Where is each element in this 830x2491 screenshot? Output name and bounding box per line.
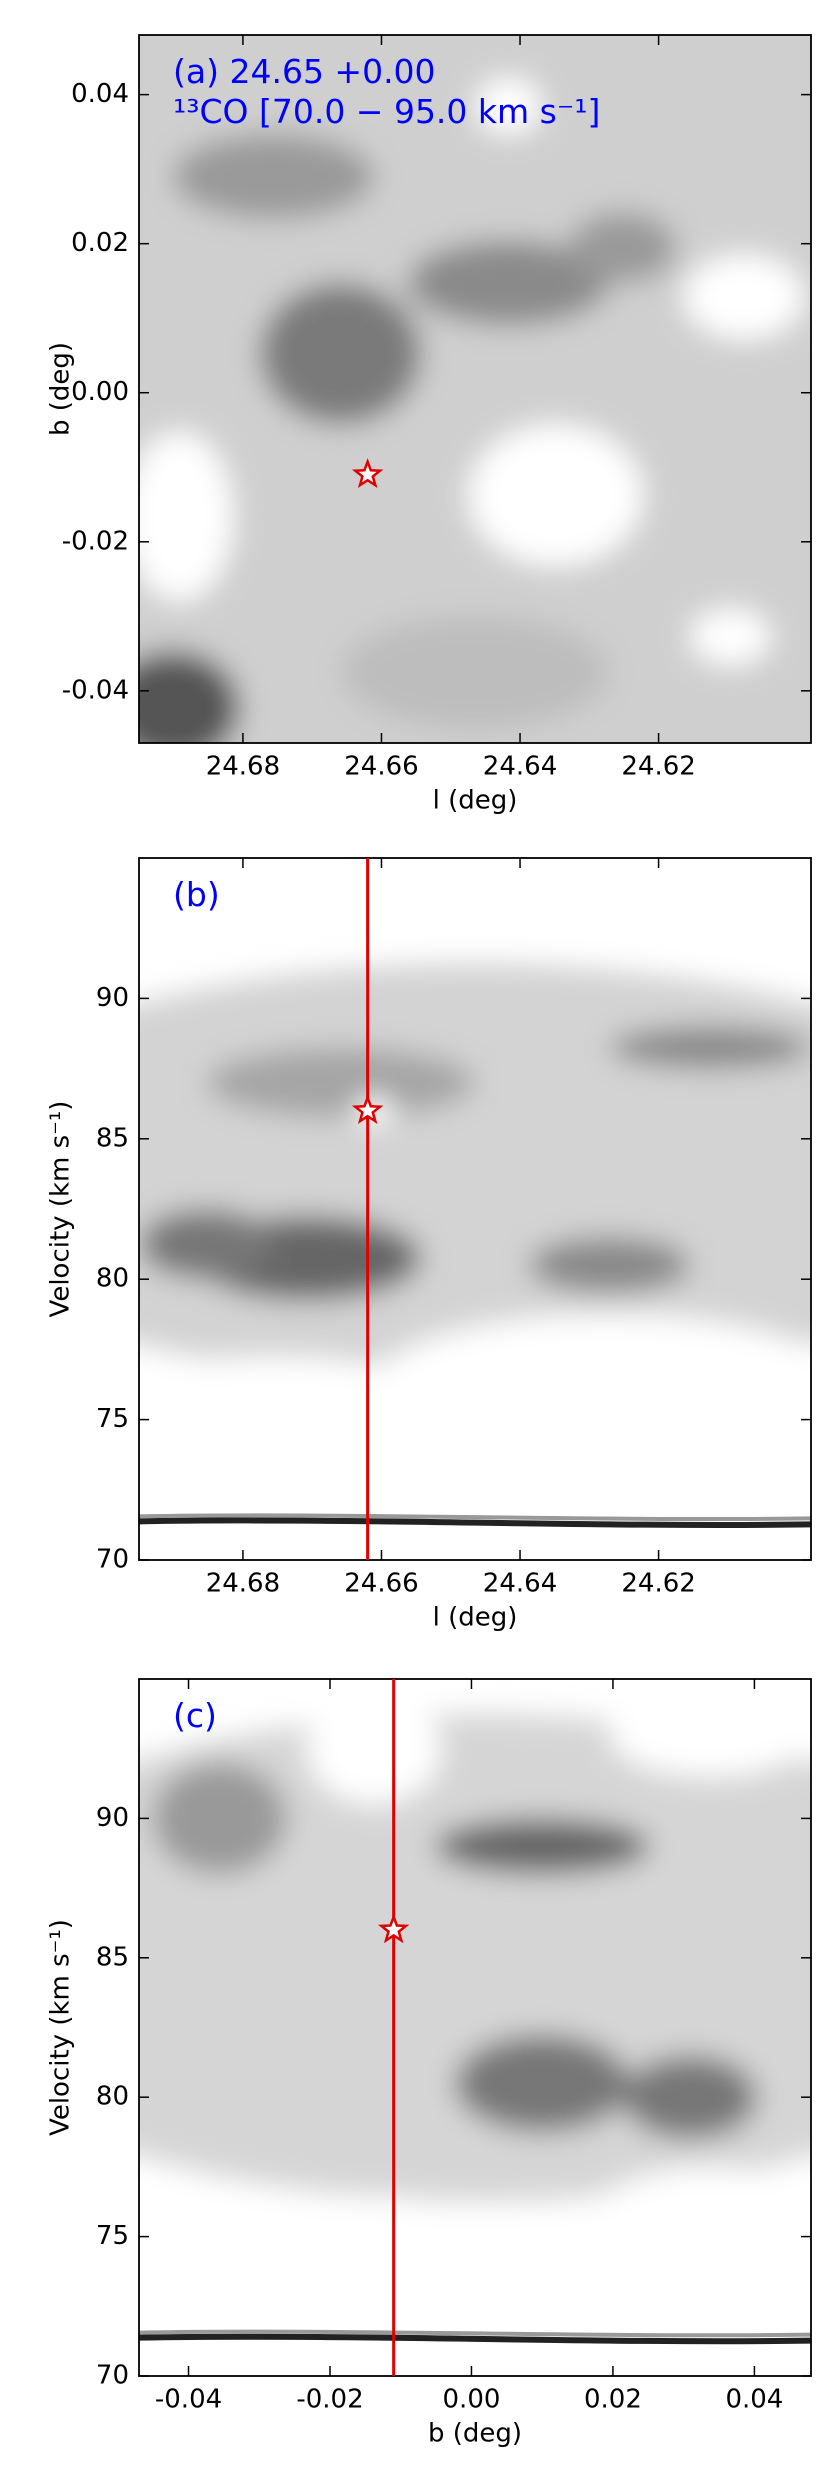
blob <box>139 431 234 602</box>
emission <box>139 35 811 743</box>
blob <box>407 240 610 326</box>
x-tick-label: 0.02 <box>584 2385 642 2415</box>
x-tick-label: -0.04 <box>155 2385 222 2415</box>
y-axis-label: Velocity (km s⁻¹) <box>46 1101 76 1318</box>
blob <box>206 1047 475 1118</box>
y-axis-label: Velocity (km s⁻¹) <box>46 1919 76 2136</box>
source-marker <box>351 1094 384 1125</box>
annotation: (a) 24.65 +0.00 <box>173 52 436 91</box>
blob <box>307 1692 442 1805</box>
baseline-band <box>139 1517 811 1528</box>
blob <box>259 282 422 425</box>
blob <box>690 608 771 666</box>
blob <box>454 2034 630 2133</box>
y-tick-label: 90 <box>96 983 129 1013</box>
baseline-band <box>139 2333 811 2345</box>
x-tick-label: 24.62 <box>621 752 695 782</box>
y-tick-label: 75 <box>96 2221 129 2251</box>
emission-blobs <box>139 858 811 1483</box>
y-tick-label: 0.00 <box>71 377 129 407</box>
blob <box>152 1762 287 1875</box>
source-marker <box>351 458 384 489</box>
baseline-band <box>139 2329 811 2338</box>
y-tick-label: 80 <box>96 2082 129 2112</box>
y-axis-label: b (deg) <box>46 342 76 436</box>
blob <box>609 1692 811 1777</box>
emission-blobs <box>139 1692 811 2321</box>
blob <box>528 1237 691 1294</box>
blob <box>569 212 677 283</box>
blob <box>434 1818 650 1875</box>
plot-frame <box>138 34 812 744</box>
blob <box>475 77 543 135</box>
blob <box>575 2166 811 2307</box>
annotation: (b) <box>173 875 220 914</box>
blob <box>394 858 489 929</box>
blob <box>340 615 610 729</box>
x-axis-label: l (deg) <box>433 786 518 816</box>
x-tick-label: 24.68 <box>206 752 280 782</box>
y-tick-label: 75 <box>96 1404 129 1434</box>
x-tick-label: 24.64 <box>483 752 557 782</box>
source-marker <box>377 1913 410 1944</box>
annotation: ¹³CO [70.0 − 95.0 km s⁻¹] <box>173 92 600 131</box>
x-tick-label: -0.02 <box>296 2385 363 2415</box>
y-tick-label: 0.02 <box>71 228 129 258</box>
y-tick-label: 80 <box>96 1264 129 1294</box>
y-tick-label: -0.02 <box>62 526 129 556</box>
x-tick-label: 0.04 <box>725 2385 783 2415</box>
blob <box>172 134 375 220</box>
y-tick-label: 70 <box>96 2361 129 2391</box>
x-tick-label: 24.68 <box>206 1569 280 1599</box>
x-axis-label: b (deg) <box>428 2419 522 2449</box>
blob <box>609 1026 811 1069</box>
blob <box>468 424 643 566</box>
plot-frame <box>138 857 812 1561</box>
emission <box>139 858 811 1560</box>
x-tick-label: 24.66 <box>344 1569 418 1599</box>
emission <box>139 1679 811 2376</box>
blob <box>374 1314 811 1455</box>
blob <box>139 650 240 743</box>
x-axis-label: l (deg) <box>433 1603 518 1633</box>
blob <box>622 2055 758 2140</box>
blob <box>139 35 811 743</box>
x-tick-label: 24.64 <box>483 1569 557 1599</box>
annotation: (c) <box>173 1696 217 1735</box>
plot-frame <box>138 1678 812 2377</box>
y-tick-label: 0.04 <box>71 79 129 109</box>
blob <box>683 254 805 340</box>
y-tick-label: 90 <box>96 1803 129 1833</box>
y-tick-label: 85 <box>96 1123 129 1153</box>
baseline-band <box>139 1513 811 1522</box>
blob <box>139 1209 274 1280</box>
emission-blobs <box>139 35 811 743</box>
y-tick-label: -0.04 <box>62 675 129 705</box>
blob <box>508 865 811 964</box>
blob <box>139 2194 543 2321</box>
y-tick-label: 70 <box>96 1545 129 1575</box>
x-tick-label: 24.62 <box>621 1569 695 1599</box>
y-tick-label: 85 <box>96 1942 129 1972</box>
x-tick-label: 24.66 <box>344 752 418 782</box>
x-tick-label: 0.00 <box>443 2385 501 2415</box>
